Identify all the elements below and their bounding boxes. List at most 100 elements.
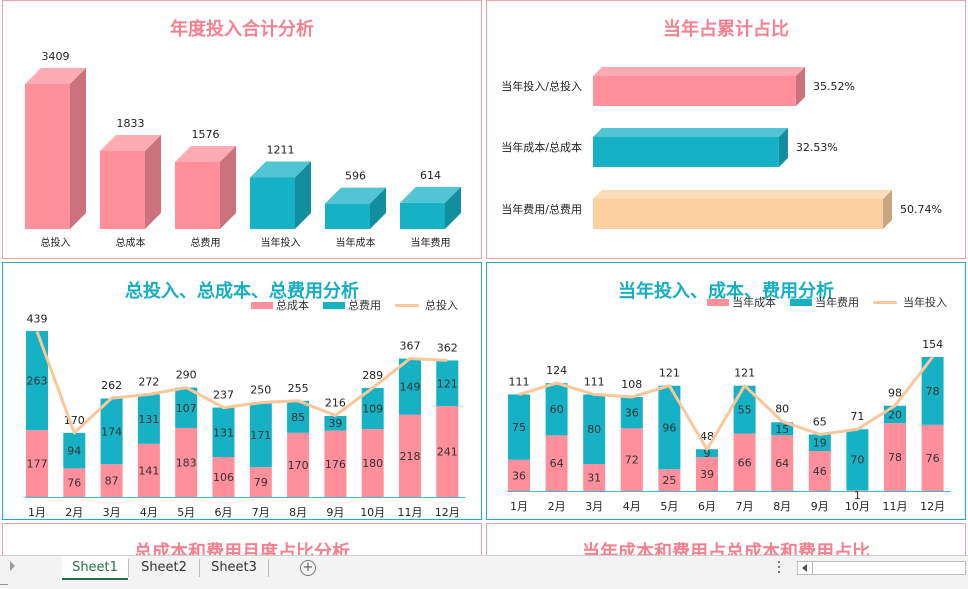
caret-left-icon[interactable] bbox=[10, 561, 15, 571]
bar-expense bbox=[545, 383, 568, 436]
bar-top bbox=[593, 128, 788, 137]
bar-expense bbox=[771, 422, 794, 436]
month-label: 6月 bbox=[698, 500, 716, 513]
cost-label: 106 bbox=[213, 471, 234, 484]
current-chart-panel[interactable]: 当年投入、成本、费用分析 当年成本 当年费用 当年投入 36 75 111 1月 64 6… bbox=[486, 262, 966, 520]
legend-line-investment bbox=[395, 303, 419, 307]
bar-cost bbox=[545, 435, 568, 491]
month-label: 4月 bbox=[140, 506, 158, 519]
bar-cost bbox=[399, 414, 421, 497]
bar-expense bbox=[583, 394, 606, 465]
data-label: 1576 bbox=[192, 128, 220, 141]
total-chart-panel[interactable]: 总投入、总成本、总费用分析 总成本 总费用 总投入 177 263 439 1月 76 9… bbox=[2, 262, 482, 520]
cost-label: 78 bbox=[888, 451, 902, 464]
total-label: 121 bbox=[734, 367, 755, 380]
expense-label: 131 bbox=[138, 413, 159, 426]
expense-label: 60 bbox=[550, 403, 564, 416]
bar-side bbox=[778, 128, 788, 167]
data-label: 32.53% bbox=[796, 141, 838, 154]
annual-chart-panel[interactable]: 年度投入合计分析 3409 总投入 1833 总成本 1576 总费用 1211 当年投入 59… bbox=[2, 0, 482, 259]
expense-label: 131 bbox=[213, 426, 234, 439]
bar-cost bbox=[212, 457, 235, 497]
corner-mark bbox=[0, 584, 8, 588]
bar-cost bbox=[508, 459, 530, 491]
tab-divider bbox=[128, 559, 129, 577]
expense-label: 20 bbox=[888, 408, 902, 421]
ratio-chart-title: 当年占累计占比 bbox=[663, 19, 789, 40]
legend-swatch-cost bbox=[707, 298, 729, 306]
data-label: 3409 bbox=[42, 50, 70, 63]
bar-top bbox=[325, 187, 386, 204]
data-label: 1833 bbox=[117, 117, 145, 130]
bar-expense bbox=[137, 394, 160, 444]
expense-label: 55 bbox=[738, 404, 752, 417]
expense-label: 107 bbox=[176, 402, 197, 415]
data-label: 596 bbox=[345, 170, 366, 183]
legend-swatch-expense bbox=[790, 298, 812, 306]
bar-top bbox=[175, 145, 236, 162]
bar-side bbox=[220, 145, 236, 229]
tab-divider bbox=[199, 559, 200, 577]
month-label: 10月 bbox=[360, 506, 385, 519]
cost-label: 180 bbox=[362, 457, 383, 470]
bar-cost bbox=[287, 432, 310, 497]
data-label: 614 bbox=[420, 169, 441, 182]
total-label: 255 bbox=[288, 382, 309, 395]
month-label: 1月 bbox=[28, 506, 46, 519]
tab-sheet2[interactable]: Sheet2 bbox=[141, 560, 187, 575]
bar-cost bbox=[620, 428, 643, 491]
expense-label: 19 bbox=[813, 437, 827, 450]
bar-side bbox=[70, 68, 86, 229]
expense-label: 75 bbox=[512, 421, 526, 434]
total-label: 48 bbox=[700, 430, 714, 443]
bar-expense bbox=[696, 449, 718, 458]
cost-label: 46 bbox=[813, 465, 827, 478]
bar-cost bbox=[249, 467, 272, 497]
legend-label: 当年成本 bbox=[732, 296, 776, 309]
tab-sheet3[interactable]: Sheet3 bbox=[211, 560, 257, 575]
total-label: 65 bbox=[813, 415, 827, 428]
total-label: 154 bbox=[922, 338, 943, 351]
bar bbox=[400, 202, 445, 229]
sheet-tab-bar: Sheet1 Sheet2 Sheet3 + bbox=[0, 555, 968, 589]
month-label: 11月 bbox=[883, 500, 908, 513]
cost-label: 64 bbox=[775, 457, 789, 470]
month-label: 3月 bbox=[585, 500, 603, 513]
cost-label: 176 bbox=[325, 458, 346, 471]
bar-cost bbox=[658, 469, 681, 491]
expense-label: 171 bbox=[250, 429, 271, 442]
expense-label: 70 bbox=[850, 454, 864, 467]
month-label: 5月 bbox=[660, 500, 678, 513]
plus-circle-icon[interactable]: + bbox=[300, 560, 316, 576]
horizontal-scrollbar[interactable] bbox=[797, 561, 966, 575]
ratio-chart-panel[interactable]: 当年占累计占比 当年投入/总投入 35.52% 当年成本/总成本 32.53% 当年费用… bbox=[486, 0, 966, 259]
bar-expense bbox=[249, 402, 272, 468]
bar-expense bbox=[324, 415, 347, 431]
total-label: 121 bbox=[659, 367, 680, 380]
current-chart-legend: 当年成本 当年费用 当年投入 bbox=[693, 294, 947, 310]
scroll-left-arrow[interactable] bbox=[798, 562, 813, 574]
cost-label: 64 bbox=[550, 457, 564, 470]
tab-sheet1[interactable]: Sheet1 bbox=[62, 556, 128, 580]
cost-label: 87 bbox=[105, 475, 119, 488]
bar-cost bbox=[324, 430, 347, 497]
annual-chart: 3409 总投入 1833 总成本 1576 总费用 1211 当年投入 596 当年成本 614 当… bbox=[25, 50, 461, 249]
bar-expense bbox=[846, 429, 869, 491]
bar-cost bbox=[100, 464, 123, 497]
data-label: 35.52% bbox=[813, 80, 855, 93]
bar-cost bbox=[846, 490, 869, 491]
cost-label: 79 bbox=[254, 476, 268, 489]
bar-side bbox=[796, 67, 806, 106]
expense-label: 121 bbox=[437, 377, 458, 390]
bar bbox=[593, 76, 797, 106]
month-label: 8月 bbox=[773, 500, 791, 513]
total-chart-title: 总投入、总成本、总费用分析 bbox=[125, 281, 359, 302]
bar-top bbox=[400, 186, 461, 203]
month-label: 11月 bbox=[398, 506, 423, 519]
bar-expense bbox=[508, 394, 530, 460]
total-label: 272 bbox=[138, 375, 159, 388]
bar-expense bbox=[212, 407, 235, 458]
legend-line-investment bbox=[873, 300, 897, 304]
vertical-dots-icon[interactable] bbox=[777, 560, 781, 576]
category-label: 当年投入/总投入 bbox=[501, 79, 582, 93]
